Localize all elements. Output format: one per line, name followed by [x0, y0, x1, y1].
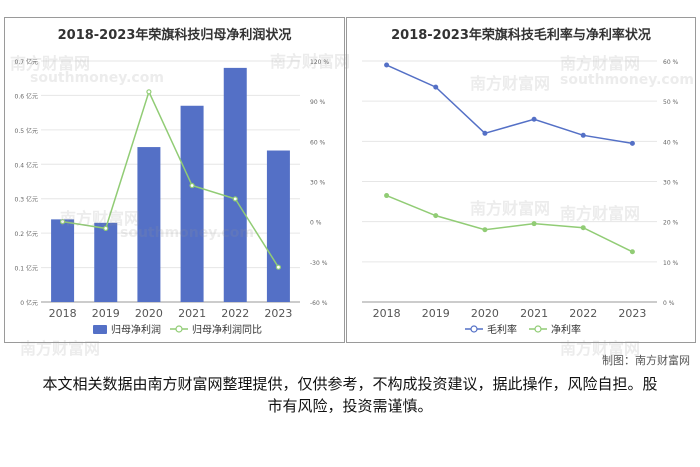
x-tick-label: 2018 — [49, 307, 77, 320]
y-right-tick-label: 20 % — [663, 220, 679, 227]
line-point — [531, 221, 537, 227]
line-point — [531, 116, 537, 122]
x-tick-label: 2020 — [135, 307, 163, 320]
y-right-tick-label: -60 % — [310, 300, 328, 307]
y-right-tick-label: 30 % — [663, 180, 679, 187]
y-right-tick-label: -30 % — [310, 260, 328, 267]
y-right-tick-label: 60 % — [310, 139, 326, 146]
right-chart-panel: 2018-2023年荣旗科技毛利率与净利率状况 0 % 10 % 20 % 30 % 4… — [346, 17, 696, 343]
x-tick-label: 2020 — [471, 307, 499, 320]
y-left-tick-label: 0.6 亿元 — [15, 92, 38, 100]
x-tick-label: 2023 — [618, 307, 646, 320]
legend-label: 净利率 — [551, 323, 581, 336]
y-left-tick-label: 0 亿元 — [20, 299, 38, 307]
left-chart-panel: 2018-2023年荣旗科技归母净利润状况 0 亿元 0.1 亿元 0.2 亿元 0.… — [4, 17, 345, 343]
line-point — [384, 62, 390, 68]
legend-label: 归母净利润同比 — [192, 323, 262, 336]
line-point — [384, 193, 390, 199]
line-point — [629, 140, 635, 146]
y-right-tick-label: 0 % — [663, 300, 675, 307]
bar — [223, 67, 247, 302]
y-left-tick-label: 0.4 亿元 — [15, 161, 38, 169]
x-tick-label: 2022 — [569, 307, 597, 320]
disclaimer-text: 本文相关数据由南方财富网整理提供，仅供参考，不构成投资建议，据此操作，风险自担。… — [42, 375, 658, 415]
y-right-tick-label: 50 % — [663, 99, 679, 106]
bar — [266, 150, 290, 302]
line-point — [433, 84, 439, 90]
y-right-tick-label: 10 % — [663, 260, 679, 267]
line-point — [59, 219, 66, 225]
series-line — [62, 89, 280, 268]
x-tick-label: 2021 — [520, 307, 548, 320]
legend-swatch — [534, 325, 542, 333]
bar — [180, 105, 204, 302]
y-right-tick-label: 40 % — [663, 139, 679, 146]
line-point — [232, 196, 238, 202]
y-right-tick-label: 120 % — [310, 59, 329, 66]
left-chart-title: 2018-2023年荣旗科技归母净利润状况 — [57, 28, 292, 43]
bar — [94, 222, 118, 302]
series-line — [386, 194, 633, 253]
chart-credit: 制图：南方财富网 — [602, 354, 690, 367]
line-point — [146, 89, 152, 95]
y-right-tick-label: 90 % — [310, 99, 326, 106]
line-point — [580, 225, 586, 231]
y-right-tick-label: 0 % — [310, 220, 322, 227]
y-right-tick-label: 60 % — [663, 59, 679, 66]
x-tick-label: 2019 — [422, 307, 450, 320]
line-point — [482, 130, 488, 136]
y-right-tick-label: 30 % — [310, 180, 326, 187]
legend-swatch — [470, 325, 478, 333]
x-tick-label: 2019 — [92, 307, 120, 320]
legend-swatch — [93, 325, 107, 334]
bar — [51, 219, 75, 302]
line-point — [580, 132, 586, 138]
y-left-tick-label: 0.2 亿元 — [15, 230, 38, 238]
y-left-tick-label: 0.7 亿元 — [15, 58, 38, 66]
bar — [137, 147, 161, 302]
line-point — [103, 225, 109, 231]
line-point — [482, 227, 488, 233]
legend-label: 归母净利润 — [111, 323, 161, 336]
line-point — [433, 213, 439, 219]
x-tick-label: 2021 — [178, 307, 206, 320]
right-chart: 0 % 10 % 20 % 30 % 40 % 50 % 60 % 2018 2019 2020 2… — [362, 59, 679, 336]
x-tick-label: 2018 — [373, 307, 401, 320]
line-point — [189, 182, 195, 189]
left-chart: 0 亿元 0.1 亿元 0.2 亿元 0.3 亿元 0.4 亿元 0.5 亿元 0.6 亿元… — [15, 58, 330, 336]
legend-swatch — [175, 325, 183, 333]
series-line — [386, 64, 633, 145]
y-left-tick-label: 0.1 亿元 — [15, 265, 38, 273]
line-point — [275, 264, 282, 270]
right-chart-title: 2018-2023年荣旗科技毛利率与净利率状况 — [391, 28, 651, 43]
x-tick-label: 2023 — [264, 307, 292, 320]
y-left-tick-label: 0.5 亿元 — [15, 127, 38, 135]
legend-label: 毛利率 — [487, 323, 517, 336]
x-tick-label: 2022 — [221, 307, 249, 320]
y-left-tick-label: 0.3 亿元 — [15, 196, 38, 204]
line-point — [629, 249, 635, 255]
